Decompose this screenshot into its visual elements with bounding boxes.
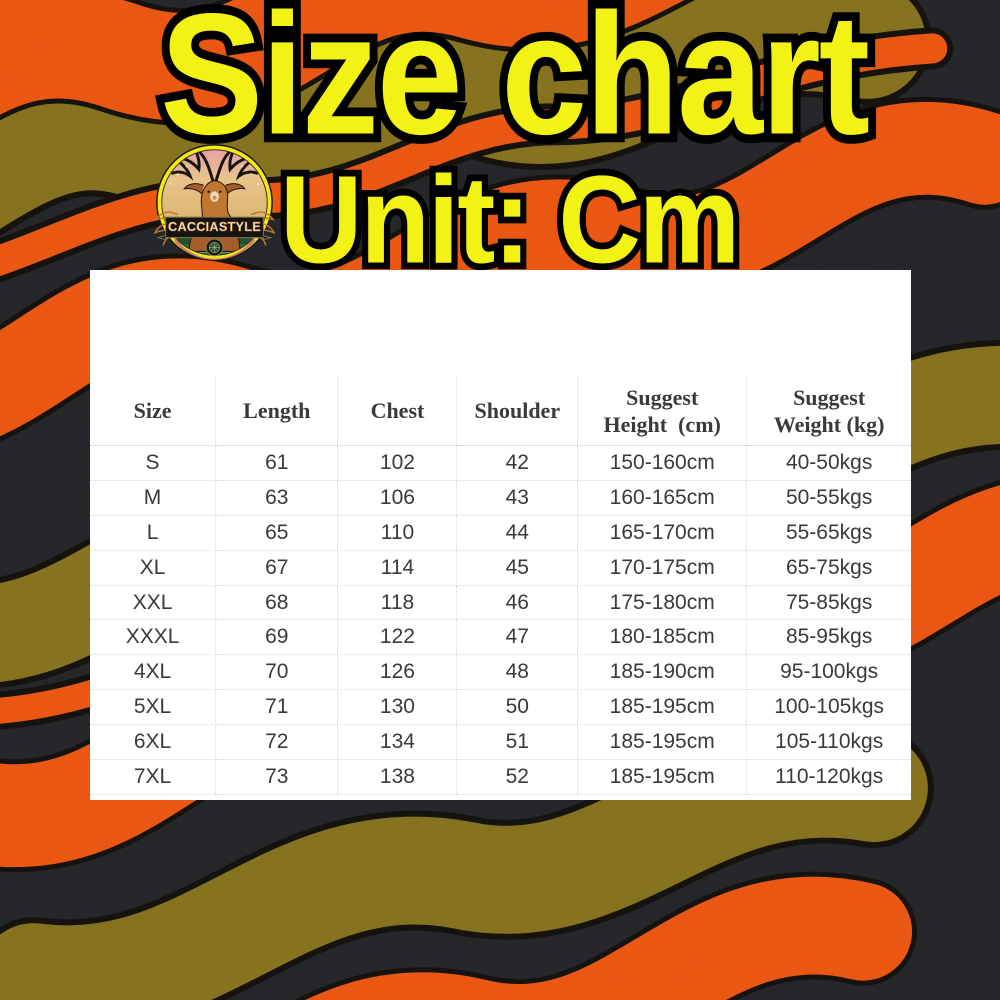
svg-text:CACCIASTYLE: CACCIASTYLE — [168, 220, 261, 234]
